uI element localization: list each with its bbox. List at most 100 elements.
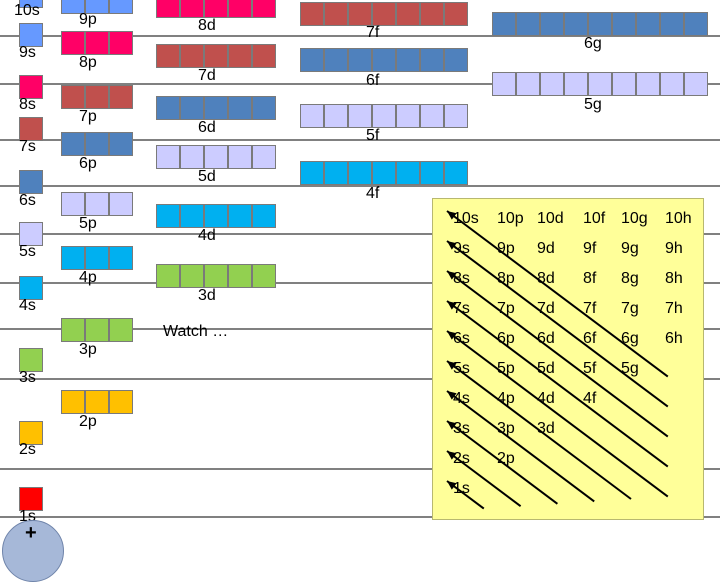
orbital-label-7s: 7s xyxy=(19,138,36,155)
aufbau-cell-3p: 3p xyxy=(497,420,515,437)
orbital-label-7f: 7f xyxy=(366,24,380,41)
orbital-1s-box-1 xyxy=(19,487,43,511)
orbital-4f-box-3 xyxy=(348,161,372,185)
orbital-label-5s: 5s xyxy=(19,243,36,260)
orbital-3p-box-2 xyxy=(85,318,109,342)
aufbau-cell-3s: 3s xyxy=(453,420,470,437)
orbital-label-3p: 3p xyxy=(79,341,97,358)
orbital-6d-box-5 xyxy=(252,96,276,120)
aufbau-cell-5g: 5g xyxy=(621,360,639,377)
aufbau-cell-4s: 4s xyxy=(453,390,470,407)
watch-caption: Watch … xyxy=(163,323,229,340)
orbital-5s-box-1 xyxy=(19,222,43,246)
orbital-label-6g: 6g xyxy=(584,35,602,52)
orbital-7d-box-4 xyxy=(228,44,252,68)
orbital-5g-box-8 xyxy=(660,72,684,96)
orbital-label-4s: 4s xyxy=(19,297,36,314)
aufbau-cell-10g: 10g xyxy=(621,210,648,227)
aufbau-cell-6p: 6p xyxy=(497,330,515,347)
orbital-9p-box-2 xyxy=(85,0,109,14)
orbital-5p-box-3 xyxy=(109,192,133,216)
orbital-5f-box-2 xyxy=(324,104,348,128)
orbital-2p-box-2 xyxy=(85,390,109,414)
aufbau-cell-5p: 5p xyxy=(497,360,515,377)
orbital-5d-box-2 xyxy=(180,145,204,169)
aufbau-cell-5f: 5f xyxy=(583,360,597,377)
aufbau-cell-1s: 1s xyxy=(453,480,470,497)
orbital-label-8s: 8s xyxy=(19,96,36,113)
orbital-label-7p: 7p xyxy=(79,108,97,125)
orbital-4f-box-4 xyxy=(372,161,396,185)
nucleus-plus-symbol: + xyxy=(25,522,37,544)
aufbau-cell-3d: 3d xyxy=(537,420,555,437)
orbital-6s-box-1 xyxy=(19,170,43,194)
orbital-7f-box-6 xyxy=(420,2,444,26)
aufbau-arrow-9 xyxy=(446,450,522,508)
aufbau-cell-9f: 9f xyxy=(583,240,597,257)
orbital-4f-box-1 xyxy=(300,161,324,185)
aufbau-arrow-1 xyxy=(446,210,669,378)
orbital-6f-box-6 xyxy=(420,48,444,72)
orbital-7d-box-5 xyxy=(252,44,276,68)
aufbau-cell-6g: 6g xyxy=(621,330,639,347)
aufbau-cell-8p: 8p xyxy=(497,270,515,287)
aufbau-cell-5d: 5d xyxy=(537,360,555,377)
aufbau-cell-9s: 9s xyxy=(453,240,470,257)
orbital-7p-box-2 xyxy=(85,85,109,109)
orbital-3p-box-3 xyxy=(109,318,133,342)
orbital-6f-box-3 xyxy=(348,48,372,72)
aufbau-arrow-3 xyxy=(446,270,669,438)
orbital-6f-box-1 xyxy=(300,48,324,72)
orbital-9p-box-1 xyxy=(61,0,85,14)
aufbau-arrowhead-8 xyxy=(447,421,457,430)
orbital-label-4d: 4d xyxy=(198,227,216,244)
orbital-label-6f: 6f xyxy=(366,72,380,89)
orbital-2p-box-3 xyxy=(109,390,133,414)
aufbau-cell-8f: 8f xyxy=(583,270,597,287)
orbital-5f-box-7 xyxy=(444,104,468,128)
orbital-4d-box-5 xyxy=(252,204,276,228)
orbital-label-2p: 2p xyxy=(79,413,97,430)
aufbau-arrows xyxy=(446,210,669,510)
orbital-5g-box-5 xyxy=(588,72,612,96)
aufbau-arrow-4 xyxy=(446,300,669,468)
aufbau-cell-6h: 6h xyxy=(665,330,683,347)
orbital-8d-box-2 xyxy=(180,0,204,18)
orbital-4p-box-2 xyxy=(85,246,109,270)
orbital-label-6s: 6s xyxy=(19,192,36,209)
orbital-4d-box-4 xyxy=(228,204,252,228)
orbital-4p-box-1 xyxy=(61,246,85,270)
orbital-7f-box-1 xyxy=(300,2,324,26)
aufbau-cell-9p: 9p xyxy=(497,240,515,257)
orbital-7f-box-3 xyxy=(348,2,372,26)
aufbau-cell-7d: 7d xyxy=(537,300,555,317)
orbital-8p-box-1 xyxy=(61,31,85,55)
orbital-9s-box-1 xyxy=(19,23,43,47)
orbital-4p-box-3 xyxy=(109,246,133,270)
aufbau-cell-4f: 4f xyxy=(583,390,597,407)
orbital-5g-box-1 xyxy=(492,72,516,96)
orbital-5f-box-5 xyxy=(396,104,420,128)
aufbau-arrowhead-10 xyxy=(447,481,457,490)
aufbau-cell-9g: 9g xyxy=(621,240,639,257)
orbital-label-4p: 4p xyxy=(79,269,97,286)
aufbau-cell-7h: 7h xyxy=(665,300,683,317)
aufbau-cell-9h: 9h xyxy=(665,240,683,257)
orbital-6g-box-2 xyxy=(516,12,540,36)
orbital-6g-box-8 xyxy=(660,12,684,36)
nucleus: + xyxy=(2,520,64,582)
aufbau-arrow-6 xyxy=(446,360,632,500)
orbital-5d-box-5 xyxy=(252,145,276,169)
aufbau-cell-8d: 8d xyxy=(537,270,555,287)
orbital-7f-box-7 xyxy=(444,2,468,26)
orbital-label-5f: 5f xyxy=(366,127,380,144)
orbital-6g-box-3 xyxy=(540,12,564,36)
orbital-label-5d: 5d xyxy=(198,168,216,185)
orbital-9p-box-3 xyxy=(109,0,133,14)
orbital-8d-box-1 xyxy=(156,0,180,18)
aufbau-arrowhead-3 xyxy=(447,271,457,280)
orbital-6f-box-5 xyxy=(396,48,420,72)
aufbau-cell-6f: 6f xyxy=(583,330,597,347)
orbital-3p-box-1 xyxy=(61,318,85,342)
